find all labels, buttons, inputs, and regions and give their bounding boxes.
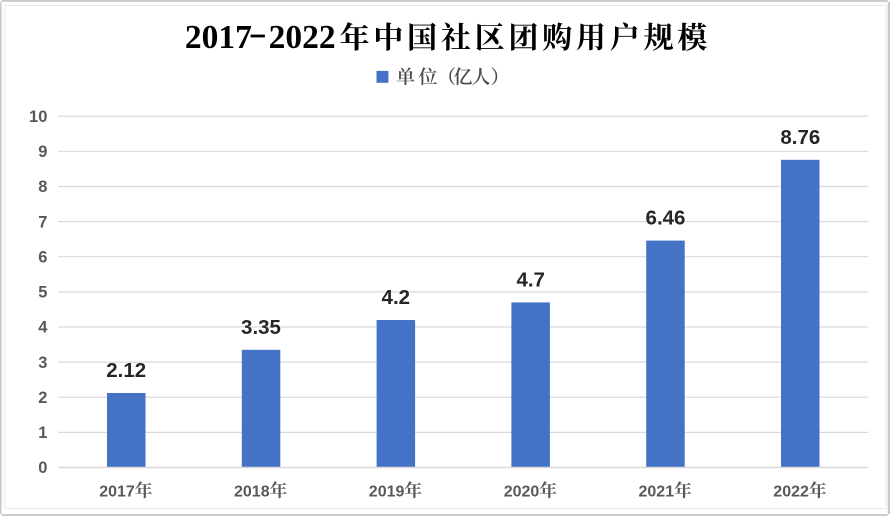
svg-text:2021: 2021 (639, 484, 675, 501)
svg-text:4.7: 4.7 (516, 268, 545, 291)
svg-text:8: 8 (38, 178, 47, 196)
svg-text:3.35: 3.35 (241, 316, 281, 339)
svg-text:8.76: 8.76 (780, 126, 820, 149)
svg-text:2.12: 2.12 (106, 359, 146, 382)
svg-text:2018: 2018 (234, 484, 270, 501)
svg-text:0: 0 (38, 459, 47, 477)
svg-text:5: 5 (38, 284, 47, 302)
svg-text:10: 10 (29, 108, 47, 126)
svg-text:4: 4 (38, 319, 48, 337)
svg-text:2019: 2019 (369, 484, 405, 501)
svg-text:4.2: 4.2 (382, 286, 411, 309)
svg-text:7: 7 (38, 213, 47, 231)
svg-text:2022: 2022 (773, 484, 809, 501)
svg-text:9: 9 (38, 143, 47, 161)
svg-text:2017: 2017 (185, 19, 252, 56)
svg-text:2020: 2020 (504, 484, 540, 501)
svg-text:3: 3 (38, 354, 47, 372)
svg-text:6: 6 (38, 249, 47, 267)
svg-text:6.46: 6.46 (646, 207, 686, 230)
svg-text:2: 2 (38, 389, 47, 407)
svg-text:1: 1 (38, 424, 47, 442)
svg-text:2022: 2022 (269, 19, 336, 56)
svg-text:2017: 2017 (99, 484, 135, 501)
